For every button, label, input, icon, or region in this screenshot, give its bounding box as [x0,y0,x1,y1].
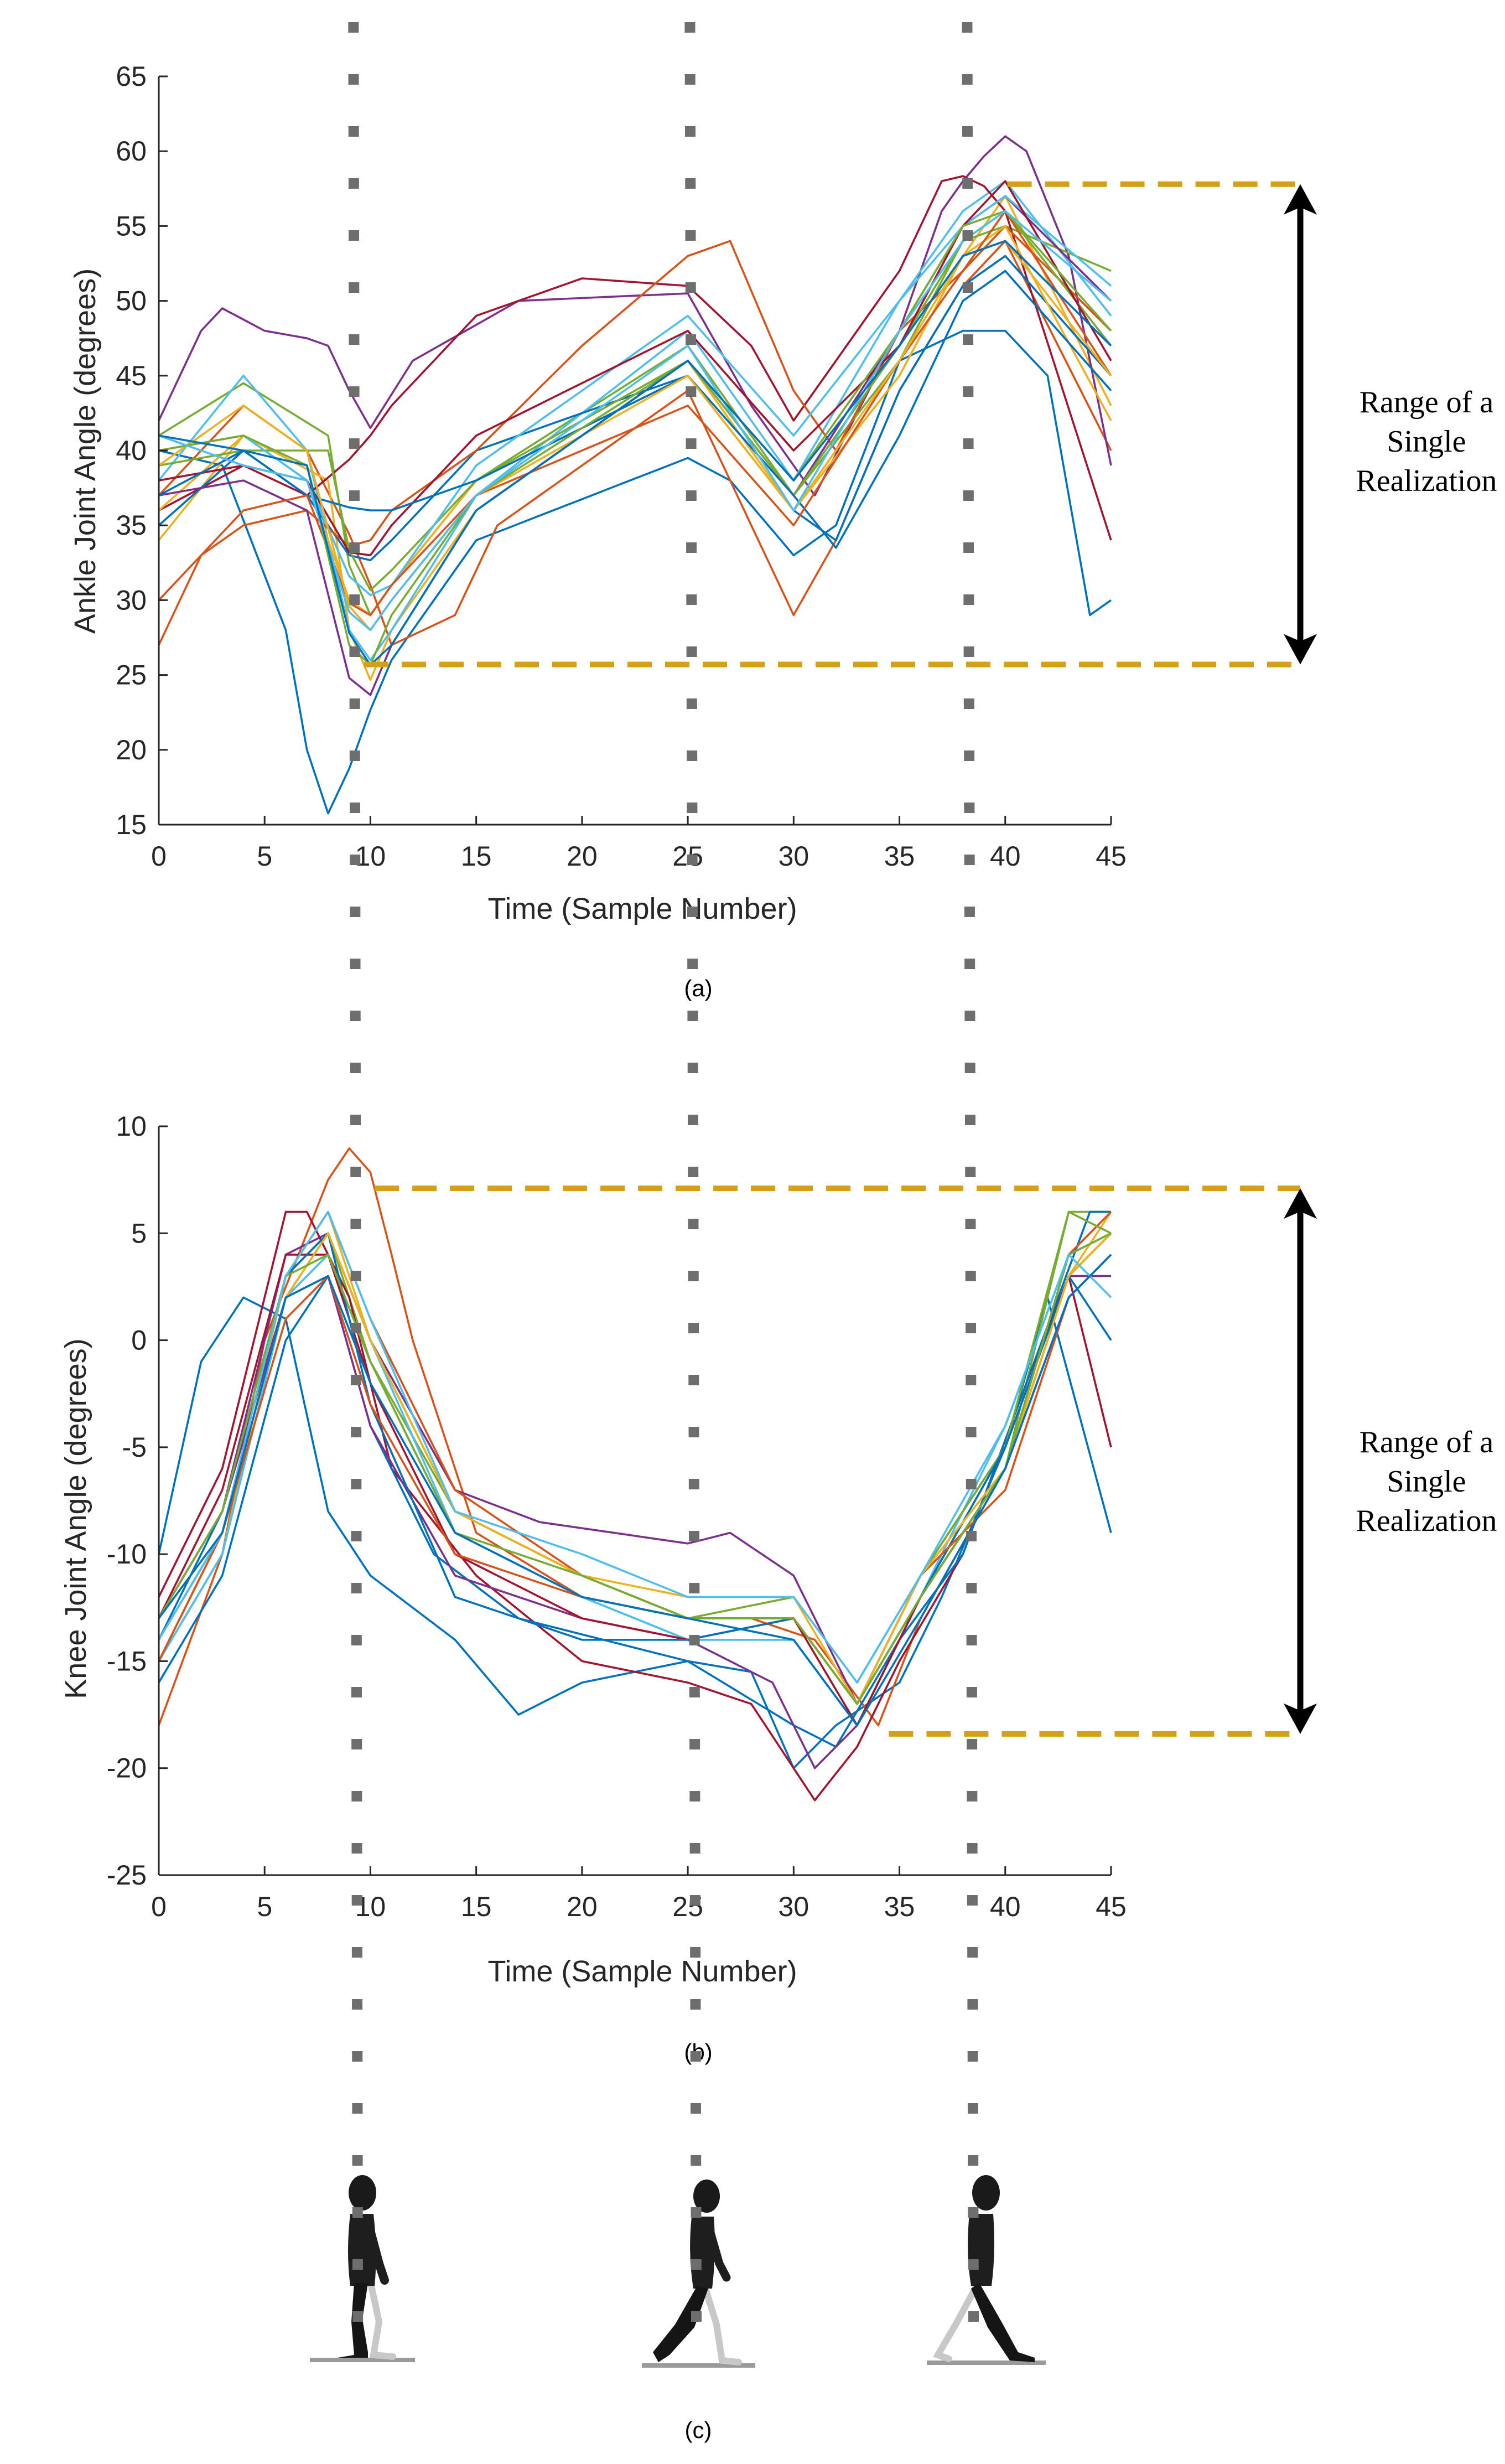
knee-x-tick-label: 30 [779,1891,809,1922]
ankle-y-tick-label: 35 [116,510,147,541]
walker-mid-stance [642,2180,755,2368]
ankle-series-line-15 [158,270,1112,549]
knee-y-tick-label: 0 [131,1325,147,1356]
walker-leg-3 [971,2283,1035,2362]
knee-x-tick-label: 20 [567,1891,598,1922]
ankle-series-line-5 [158,225,1112,617]
knee-y-tick-label: 5 [131,1218,147,1249]
ankle-y-tick-label: 20 [116,734,147,765]
ankle-angle-chart: 0510152025303540451520253035404550556065… [69,61,1127,1001]
knee-x-tick-label: 40 [990,1891,1021,1922]
ankle-y-tick-label: 45 [116,360,147,391]
walker-arm-1 [364,2218,389,2285]
knee-series-line-20 [158,1254,1112,1727]
knee-range-annotation: Range of a Single Realization [1356,1425,1497,1538]
knee-series-line-7 [158,1210,1112,1802]
event-line-3 [962,22,979,2333]
overlay-layer [348,22,1317,2333]
knee-x-tick-label: 15 [461,1891,492,1922]
knee-y-tick-label: -10 [107,1539,147,1570]
knee-series-line-19 [158,1210,1112,1684]
knee-series-line-15 [158,1232,1112,1705]
ankle-x-tick-label: 5 [257,841,272,872]
ankle-x-tick-label: 20 [567,841,598,872]
knee-y-tick-label: -5 [122,1432,147,1463]
ground-line-1 [310,2358,415,2362]
knee-x-tick-label: 5 [257,1891,272,1922]
ankle-y-tick-label: 25 [116,660,147,691]
ankle-series-line-17 [158,240,1112,631]
ankle-series-line-1 [158,329,1112,815]
ankle-y-tick-label: 30 [116,584,147,615]
knee-x-tick-label: 0 [151,1891,167,1922]
ankle-series-line-16 [158,210,1112,617]
ankle-range-arrow-head-up [1284,184,1317,215]
ankle-series-line-4 [158,135,1112,496]
ankle-range-annotation: Range of a Single Realization [1356,385,1497,498]
panel-a-label: (a) [684,975,712,1001]
ankle-y-tick-label: 15 [116,809,147,840]
ankle-y-tick-label: 65 [116,61,147,92]
walker-shadow-leg-2 [702,2285,742,2365]
knee-series-line-8 [158,1210,1111,1748]
ankle-y-tick-label: 40 [116,435,147,466]
ankle-x-tick-label: 15 [461,841,492,872]
knee-y-axis-label: Knee Joint Angle (degrees) [59,1338,92,1699]
walker-arm-2 [704,2220,731,2282]
ankle-y-tick-label: 55 [116,210,147,241]
knee-series-line-18 [158,1232,1112,1705]
knee-x-tick-label: 45 [1096,1891,1127,1922]
ankle-range-line-3: Realization [1356,464,1497,498]
event-line-1 [348,22,364,2333]
panel-c-label: (c) [685,2417,712,2443]
walker-shadow-leg-3 [933,2282,980,2362]
knee-series-line-17 [158,1232,1112,1705]
walker-arm-3 [972,2218,990,2287]
knee-range-line-1: Range of a [1359,1425,1494,1459]
knee-x-tick-label: 35 [884,1891,915,1922]
ankle-range-line-2: Single [1387,425,1466,459]
ankle-x-tick-label: 0 [151,841,167,872]
knee-range-arrow-head-down [1284,1703,1317,1734]
ankle-range-arrow-head-down [1284,634,1317,665]
walker-leg-2 [653,2286,708,2362]
ankle-y-tick-label: 50 [116,286,147,317]
ankle-series-line-19 [158,210,1112,631]
ankle-series-line-9 [158,225,1112,646]
knee-range-arrow-head-up [1284,1188,1317,1219]
knee-y-tick-label: -20 [107,1753,147,1784]
ankle-x-tick-label: 40 [990,841,1021,872]
ankle-x-tick-label: 30 [779,841,809,872]
ankle-range-line-1: Range of a [1359,385,1494,420]
ankle-series-line-6 [158,180,1112,661]
walker-head-3 [972,2175,1000,2211]
ankle-x-tick-label: 35 [884,841,915,872]
ankle-y-tick-label: 60 [116,136,147,167]
ankle-series-line-20 [158,240,1112,666]
event-line-2 [684,22,702,2333]
walker-shadow-leg-1 [367,2280,396,2360]
knee-y-tick-label: -25 [107,1860,147,1891]
knee-range-line-3: Realization [1356,1504,1497,1538]
knee-range-line-2: Single [1387,1464,1466,1499]
ground-line-2 [642,2363,755,2368]
ankle-x-tick-label: 45 [1096,841,1127,872]
ground-line-3 [927,2361,1046,2365]
knee-y-tick-label: 10 [116,1111,147,1142]
walker-head-1 [349,2175,376,2211]
ankle-series-line-12 [158,210,1112,592]
walker-head-2 [693,2180,720,2213]
ankle-x-axis-label: Time (Sample Number) [487,892,797,925]
gait-phase-silhouettes [310,2175,1046,2368]
knee-x-axis-label: Time (Sample Number) [487,1955,797,1988]
knee-y-tick-label: -15 [107,1645,147,1676]
ankle-y-axis-label: Ankle Joint Angle (degrees) [69,268,102,634]
